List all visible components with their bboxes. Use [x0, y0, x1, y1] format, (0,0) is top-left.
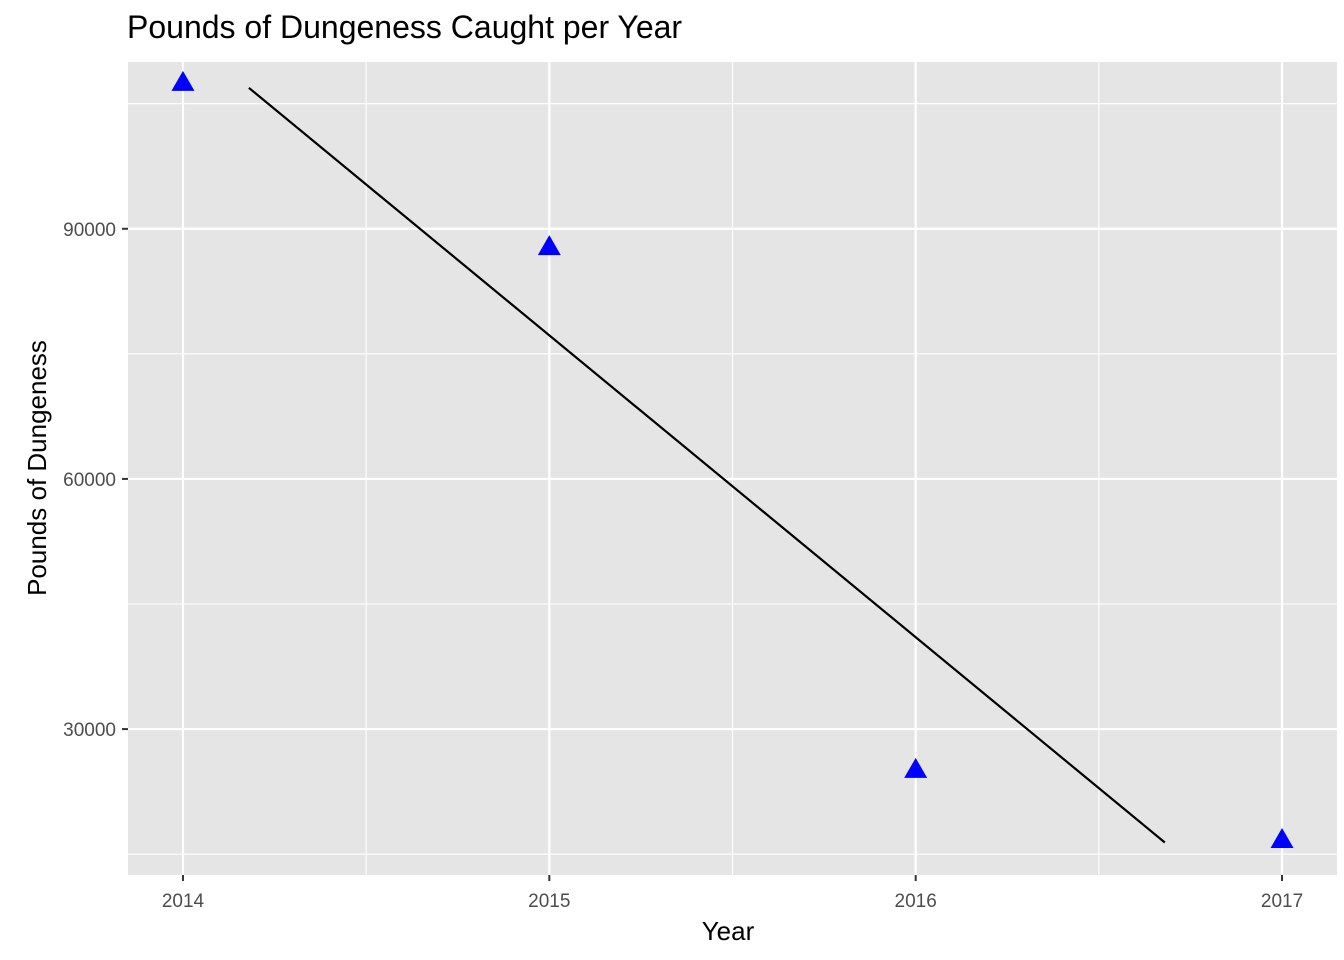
trend-line: [248, 87, 1166, 844]
x-axis-ticks: 2014 2015 2016 2017: [162, 875, 1303, 912]
data-point-triangle: [537, 235, 561, 256]
x-tick-label: 2016: [895, 891, 937, 912]
y-tick-label: 90000: [63, 220, 116, 241]
y-tick-label: 30000: [63, 720, 116, 741]
major-gridlines: [128, 62, 1337, 875]
data-point-triangle: [1270, 827, 1294, 848]
x-tick-label: 2014: [162, 891, 205, 912]
y-axis-title: Pounds of Dungeness: [22, 340, 52, 596]
x-tick-label: 2017: [1261, 891, 1303, 912]
data-point-triangle: [171, 70, 195, 91]
trend-line-layer: [248, 87, 1166, 844]
data-point-triangle: [904, 757, 928, 778]
minor-gridlines: [128, 62, 1337, 875]
data-points: [171, 70, 1294, 848]
y-axis-ticks: 30000 60000 90000: [63, 220, 128, 741]
y-tick-label: 60000: [63, 470, 116, 491]
x-axis-title: Year: [702, 916, 755, 946]
x-tick-label: 2015: [528, 891, 570, 912]
chart-title: Pounds of Dungeness Caught per Year: [127, 9, 682, 45]
